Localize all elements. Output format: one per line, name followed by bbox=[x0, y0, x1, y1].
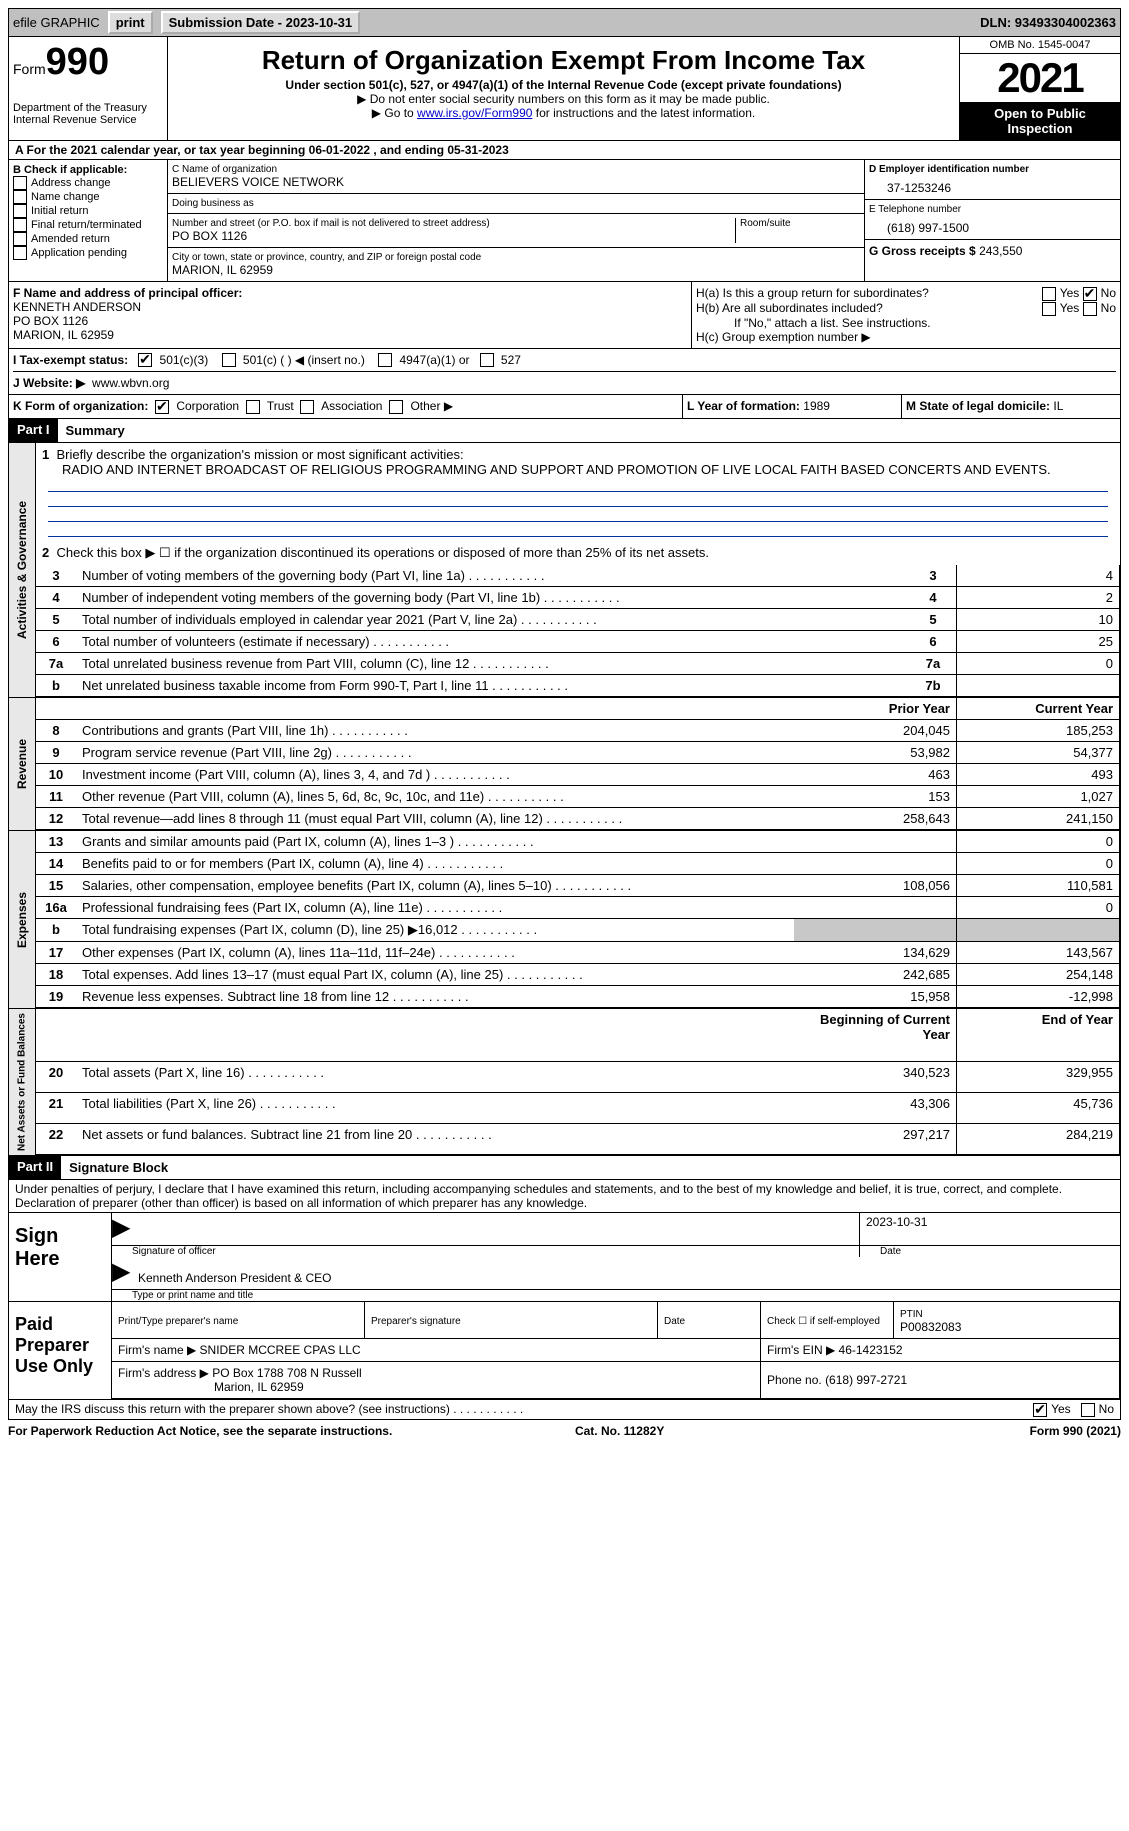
cb-discuss-yes[interactable] bbox=[1033, 1403, 1047, 1417]
form-header: Form990 Department of the Treasury Inter… bbox=[8, 37, 1121, 141]
mission-text: RADIO AND INTERNET BROADCAST OF RELIGIOU… bbox=[42, 462, 1051, 477]
box-j: J Website: ▶ www.wbvn.org bbox=[13, 371, 1116, 390]
cb-pending[interactable] bbox=[13, 246, 27, 260]
footer-cat: Cat. No. 11282Y bbox=[575, 1424, 664, 1438]
cb-initial-return[interactable] bbox=[13, 204, 27, 218]
part2-header: Part II bbox=[9, 1156, 61, 1179]
year-formation: 1989 bbox=[803, 399, 830, 413]
dln: DLN: 93493304002363 bbox=[980, 15, 1116, 30]
vtab-expenses: Expenses bbox=[9, 831, 36, 1008]
firm-phone: (618) 997-2721 bbox=[825, 1373, 907, 1387]
website: www.wbvn.org bbox=[92, 376, 169, 390]
org-name: BELIEVERS VOICE NETWORK bbox=[172, 175, 860, 189]
arrow-icon: ▶ bbox=[112, 1213, 130, 1242]
footer-left: For Paperwork Reduction Act Notice, see … bbox=[8, 1424, 392, 1438]
box-m: M State of legal domicile: IL bbox=[902, 395, 1120, 418]
table-activities: 3Number of voting members of the governi… bbox=[36, 565, 1120, 697]
cb-name-change[interactable] bbox=[13, 190, 27, 204]
tax-year: 2021 bbox=[960, 54, 1120, 102]
part1-header: Part I bbox=[9, 419, 58, 442]
box-c: C Name of organization BELIEVERS VOICE N… bbox=[168, 160, 864, 281]
firm-ein: 46-1423152 bbox=[839, 1343, 903, 1357]
part2-title: Signature Block bbox=[61, 1156, 176, 1179]
cb-assoc[interactable] bbox=[300, 400, 314, 414]
cb-corp[interactable] bbox=[155, 400, 169, 414]
firm-addr: PO Box 1788 708 N Russell bbox=[212, 1366, 361, 1380]
state-domicile: IL bbox=[1053, 399, 1063, 413]
vtab-activities: Activities & Governance bbox=[9, 443, 36, 697]
form-title: Return of Organization Exempt From Incom… bbox=[174, 45, 953, 76]
cb-hb-yes[interactable] bbox=[1042, 302, 1056, 316]
firm-name: SNIDER MCCREE CPAS LLC bbox=[200, 1343, 361, 1357]
open-inspection: Open to Public Inspection bbox=[960, 102, 1120, 140]
vtab-revenue: Revenue bbox=[9, 698, 36, 830]
underline bbox=[48, 477, 1108, 492]
cb-527[interactable] bbox=[480, 353, 494, 367]
box-h: H(a) Is this a group return for subordin… bbox=[692, 282, 1120, 348]
efile-label: efile GRAPHIC bbox=[13, 15, 100, 30]
box-f: F Name and address of principal officer:… bbox=[9, 282, 692, 348]
form-note-ssn: ▶ Do not enter social security numbers o… bbox=[174, 92, 953, 106]
ein: 37-1253246 bbox=[869, 175, 1116, 195]
form-number: Form990 bbox=[13, 41, 163, 84]
cb-trust[interactable] bbox=[246, 400, 260, 414]
part1-title: Summary bbox=[58, 419, 133, 442]
sign-here-label: Sign Here bbox=[9, 1213, 112, 1301]
phone: (618) 997-1500 bbox=[869, 215, 1116, 235]
sig-date: 2023-10-31 bbox=[860, 1213, 1120, 1246]
box-b: B Check if applicable: Address change Na… bbox=[9, 160, 168, 281]
dba-label: Doing business as bbox=[172, 198, 860, 209]
cb-final-return[interactable] bbox=[13, 218, 27, 232]
cb-discuss-no[interactable] bbox=[1081, 1403, 1095, 1417]
cb-4947[interactable] bbox=[378, 353, 392, 367]
footer-form: Form 990 (2021) bbox=[1030, 1424, 1121, 1438]
table-revenue: Prior YearCurrent Year8Contributions and… bbox=[36, 698, 1120, 830]
vtab-netassets: Net Assets or Fund Balances bbox=[9, 1009, 36, 1155]
period-line: A For the 2021 calendar year, or tax yea… bbox=[8, 141, 1121, 160]
officer-printed: Kenneth Anderson President & CEO bbox=[118, 1271, 331, 1285]
cb-ha-yes[interactable] bbox=[1042, 287, 1056, 301]
form-note-link: ▶ Go to www.irs.gov/Form990 for instruct… bbox=[174, 106, 953, 120]
cb-amended[interactable] bbox=[13, 232, 27, 246]
table-netassets: Beginning of Current YearEnd of Year20To… bbox=[36, 1009, 1120, 1155]
top-bar: efile GRAPHIC print Submission Date - 20… bbox=[8, 8, 1121, 37]
box-k: K Form of organization: Corporation Trus… bbox=[9, 395, 683, 418]
irs-label: Internal Revenue Service bbox=[13, 114, 163, 126]
cb-other[interactable] bbox=[389, 400, 403, 414]
submission-date: Submission Date - 2023-10-31 bbox=[161, 11, 361, 34]
box-l: L Year of formation: 1989 bbox=[683, 395, 902, 418]
box-i: I Tax-exempt status: 501(c)(3) 501(c) ( … bbox=[13, 353, 1116, 368]
org-street: PO BOX 1126 bbox=[172, 229, 735, 243]
dept-label: Department of the Treasury bbox=[13, 102, 163, 114]
room-label: Room/suite bbox=[740, 218, 860, 229]
officer-name: KENNETH ANDERSON bbox=[13, 300, 141, 314]
paid-preparer-label: Paid Preparer Use Only bbox=[9, 1302, 112, 1399]
irs-link[interactable]: www.irs.gov/Form990 bbox=[417, 106, 532, 120]
gross-receipts: 243,550 bbox=[979, 244, 1022, 258]
form-subtitle: Under section 501(c), 527, or 4947(a)(1)… bbox=[174, 78, 953, 92]
org-city: MARION, IL 62959 bbox=[172, 263, 860, 277]
print-button[interactable]: print bbox=[108, 11, 153, 34]
ptin: P00832083 bbox=[900, 1320, 961, 1334]
omb-number: OMB No. 1545-0047 bbox=[960, 37, 1120, 54]
table-expenses: 13Grants and similar amounts paid (Part … bbox=[36, 831, 1120, 1008]
cb-address-change[interactable] bbox=[13, 176, 27, 190]
cb-ha-no[interactable] bbox=[1083, 287, 1097, 301]
cb-hb-no[interactable] bbox=[1083, 302, 1097, 316]
cb-501c3[interactable] bbox=[138, 353, 152, 367]
cb-501c[interactable] bbox=[222, 353, 236, 367]
perjury-declaration: Under penalties of perjury, I declare th… bbox=[8, 1180, 1121, 1213]
